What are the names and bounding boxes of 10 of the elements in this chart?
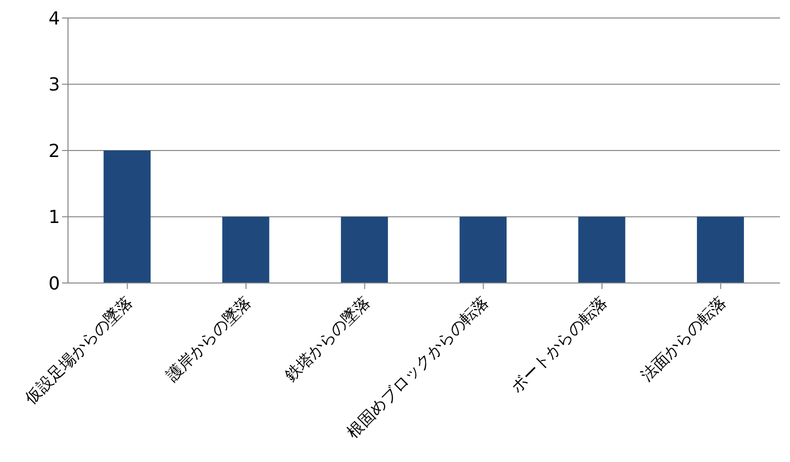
y-tick-label: 0 <box>48 273 60 294</box>
x-tick-label: 法面からの転落 <box>636 292 730 386</box>
x-tick-label: 仮設足場からの墜落 <box>20 292 136 408</box>
y-tick-label: 4 <box>48 8 60 30</box>
y-tick-label: 3 <box>48 74 60 96</box>
y-tick-label: 2 <box>48 140 60 162</box>
x-tick-label: ボートからの転落 <box>506 292 611 396</box>
y-tick-label: 1 <box>48 207 60 228</box>
x-tick-label: 鉄塔からの墜落 <box>280 292 374 386</box>
x-tick-label: 護岸からの墜落 <box>162 292 255 386</box>
